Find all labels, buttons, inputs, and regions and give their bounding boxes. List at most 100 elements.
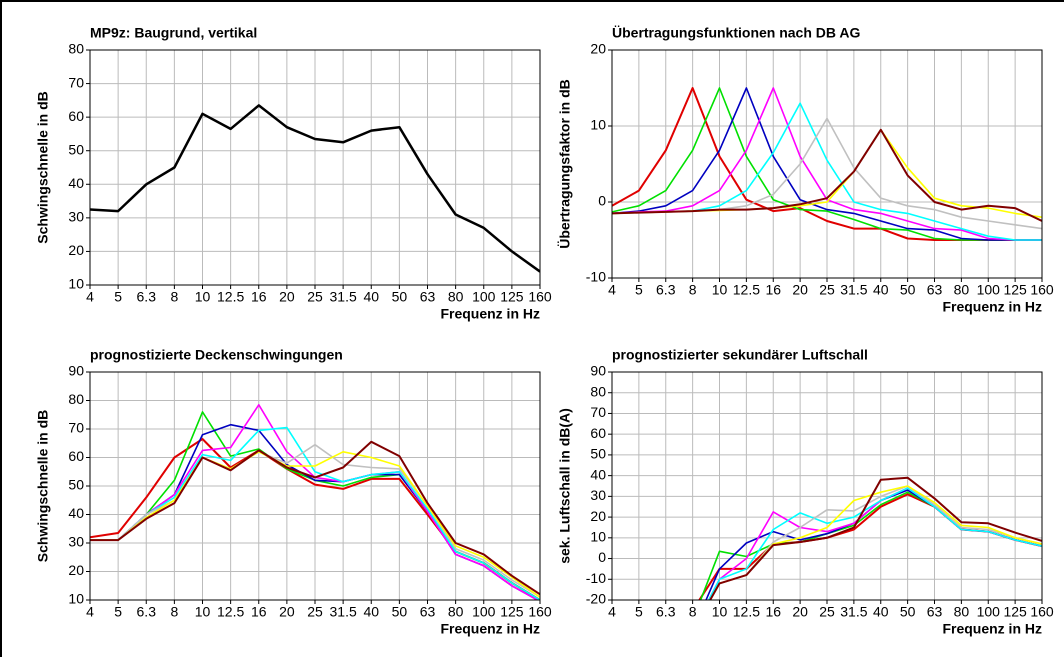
x-tick-label: 63: [927, 604, 943, 620]
x-tick-label: 10: [195, 604, 211, 620]
y-tick-label: 70: [68, 420, 84, 436]
x-tick-label: 16: [765, 282, 781, 298]
x-tick-label: 100: [977, 604, 1001, 620]
y-tick-label: 80: [590, 383, 606, 399]
x-tick-label: 50: [900, 604, 916, 620]
x-tick-label: 50: [392, 604, 408, 620]
x-tick-label: 31.5: [330, 289, 357, 305]
y-tick-label: 30: [68, 534, 84, 550]
x-tick-label: 25: [819, 282, 835, 298]
y-tick-label: 20: [590, 41, 606, 57]
y-tick-label: -10: [586, 269, 606, 285]
title: MP9z: Baugrund, vertikal: [90, 25, 257, 41]
series-line: [612, 87, 1042, 241]
x-tick-label: 8: [170, 604, 178, 620]
x-tick-label: 10: [712, 282, 728, 298]
x-tick-label: 4: [86, 289, 94, 305]
y-tick-label: 50: [68, 141, 84, 157]
plot: [90, 104, 540, 273]
y-tick-label: -10: [586, 570, 606, 586]
x-tick-label: 160: [528, 604, 552, 620]
x-tick-label: 6.3: [656, 282, 676, 298]
y-tick-label: 60: [590, 425, 606, 441]
axis-label: Frequenz in Hz: [942, 299, 1042, 315]
series-line: [90, 426, 540, 600]
series-line: [90, 104, 540, 273]
x-tick-label: 31.5: [840, 282, 867, 298]
x-tick-label: 125: [500, 604, 524, 620]
x-tick-label: 5: [114, 289, 122, 305]
x-tick-label: 160: [1030, 604, 1054, 620]
x-tick-label: 100: [472, 289, 496, 305]
x-tick-label: 100: [977, 282, 1001, 298]
y-tick-label: 40: [68, 175, 84, 191]
y-tick-label: 10: [68, 591, 84, 607]
x-tick-label: 80: [954, 604, 970, 620]
x-tick-label: 6.3: [137, 604, 157, 620]
x-tick-label: 160: [528, 289, 552, 305]
x-tick-label: 10: [195, 289, 211, 305]
x-tick-label: 5: [114, 604, 122, 620]
y-tick-label: 40: [590, 466, 606, 482]
plot-border: [89, 49, 541, 286]
y-tick-label: 10: [590, 117, 606, 133]
y-tick-label: 0: [598, 193, 606, 209]
y-tick-label: 50: [590, 446, 606, 462]
series-line: [612, 87, 1042, 241]
y-tick-label: -20: [586, 591, 606, 607]
series-line: [90, 440, 540, 596]
series-line: [90, 443, 540, 598]
x-tick-label: 12.5: [217, 289, 244, 305]
x-tick-label: 20: [279, 604, 295, 620]
series-line: [612, 128, 1042, 222]
x-tick-label: 4: [86, 604, 94, 620]
y-tick-label: 0: [598, 549, 606, 565]
x-tick-label: 12.5: [733, 604, 760, 620]
x-tick-label: 40: [873, 282, 889, 298]
x-tick-label: 125: [1003, 282, 1027, 298]
x-tick-label: 16: [251, 604, 267, 620]
x-tick-label: 12.5: [217, 604, 244, 620]
x-tick-label: 6.3: [137, 289, 157, 305]
x-tick-label: 160: [1030, 282, 1054, 298]
plot: [698, 476, 1042, 600]
x-tick-label: 80: [954, 282, 970, 298]
x-tick-label: 40: [363, 604, 379, 620]
plot-border: [89, 371, 541, 601]
x-tick-label: 50: [900, 282, 916, 298]
x-tick-label: 80: [448, 289, 464, 305]
x-tick-label: 8: [689, 282, 697, 298]
x-tick-label: 125: [1003, 604, 1027, 620]
x-tick-label: 6.3: [656, 604, 676, 620]
x-tick-label: 4: [608, 282, 616, 298]
axis-label: Schwingschnelle in dB: [35, 410, 51, 562]
y-tick-label: 80: [68, 391, 84, 407]
axis-label: Schwingschnelle in dB: [35, 91, 51, 243]
plot-border: [611, 49, 1043, 279]
x-tick-label: 12.5: [733, 282, 760, 298]
series-line: [708, 476, 1042, 600]
x-tick-label: 5: [635, 604, 643, 620]
title: Übertragungsfunktionen nach DB AG: [612, 25, 860, 41]
y-tick-label: 90: [590, 363, 606, 379]
x-tick-label: 31.5: [840, 604, 867, 620]
x-tick-label: 4: [608, 604, 616, 620]
y-tick-label: 20: [68, 242, 84, 258]
y-tick-label: 40: [68, 505, 84, 521]
x-tick-label: 16: [251, 289, 267, 305]
x-tick-label: 50: [392, 289, 408, 305]
x-tick-label: 8: [170, 289, 178, 305]
x-tick-label: 10: [712, 604, 728, 620]
x-tick-label: 5: [635, 282, 643, 298]
title: prognostizierter sekundärer Luftschall: [612, 347, 868, 363]
y-tick-label: 80: [68, 41, 84, 57]
x-tick-label: 31.5: [330, 604, 357, 620]
axis-label: sek. Luftschall in dB(A): [557, 408, 573, 564]
y-tick-label: 70: [68, 74, 84, 90]
y-tick-label: 10: [68, 276, 84, 292]
x-tick-label: 25: [307, 604, 323, 620]
y-tick-label: 60: [68, 448, 84, 464]
x-tick-label: 40: [363, 289, 379, 305]
axis-label: Frequenz in Hz: [440, 621, 540, 637]
